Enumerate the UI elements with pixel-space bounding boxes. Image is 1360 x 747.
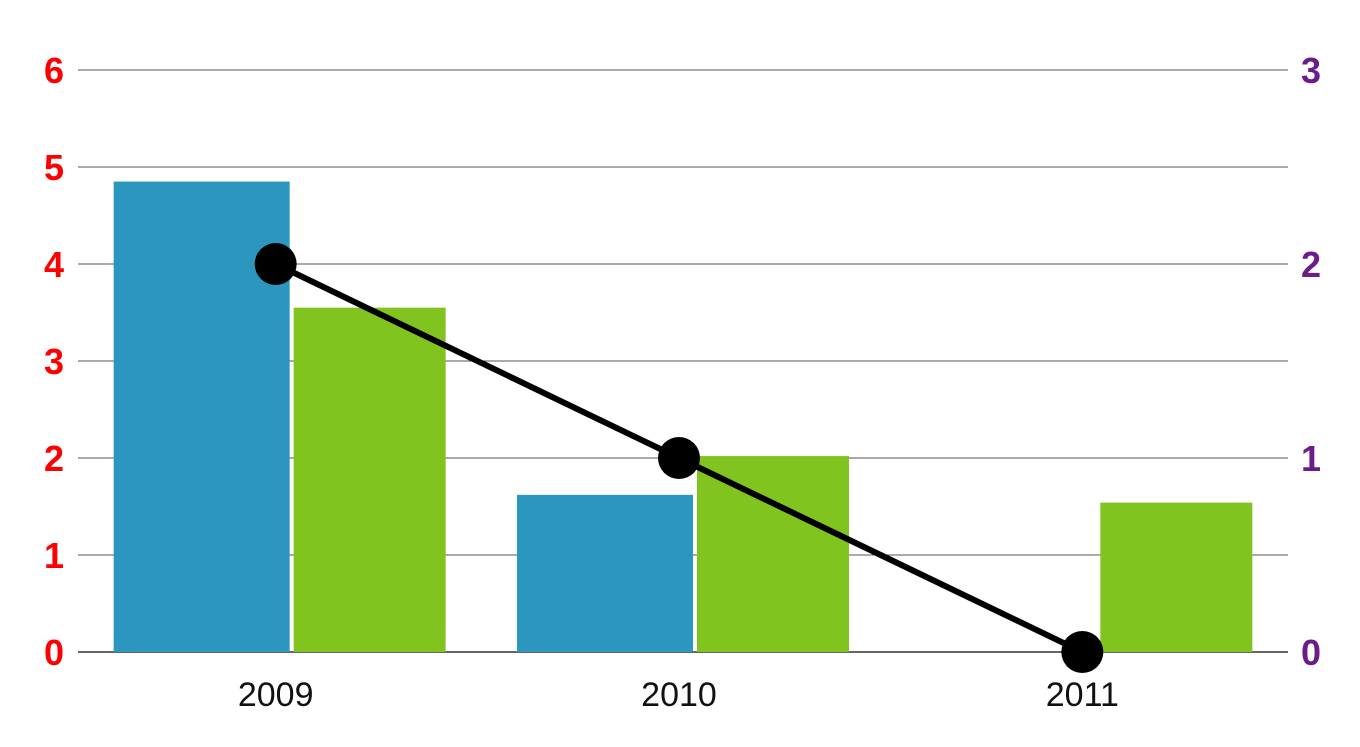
right-tick-label: 1	[1301, 438, 1321, 479]
right-tick-label: 3	[1301, 50, 1321, 91]
left-tick-label: 1	[44, 535, 64, 576]
x-tick-label: 2009	[238, 676, 314, 714]
left-axis-ticks: 0 1 2 3 4 5 6	[44, 50, 64, 673]
left-tick-label: 3	[44, 341, 64, 382]
right-axis-ticks: 0 1 2 3	[1301, 50, 1321, 673]
line-point-2009	[254, 243, 297, 285]
bars	[113, 181, 1253, 653]
x-tick-label: 2010	[641, 676, 717, 714]
right-tick-label: 2	[1301, 244, 1321, 285]
left-tick-label: 0	[44, 632, 64, 673]
left-tick-label: 6	[44, 50, 64, 91]
left-tick-label: 4	[44, 244, 64, 285]
line-point-2010	[658, 437, 700, 479]
bar-2010-series-2	[697, 456, 849, 652]
x-tick-label: 2011	[1046, 676, 1119, 714]
bar-2010-series-1	[517, 494, 693, 652]
bar-2011-series-2	[1100, 502, 1253, 652]
bar-2009-series-2	[293, 307, 446, 652]
left-tick-label: 5	[44, 147, 64, 188]
line-point-2011	[1061, 631, 1104, 673]
x-axis-ticks: 2009 2010 2011	[238, 676, 1119, 714]
right-tick-label: 0	[1301, 632, 1321, 673]
left-tick-label: 2	[44, 438, 64, 479]
line-series	[254, 243, 1104, 673]
